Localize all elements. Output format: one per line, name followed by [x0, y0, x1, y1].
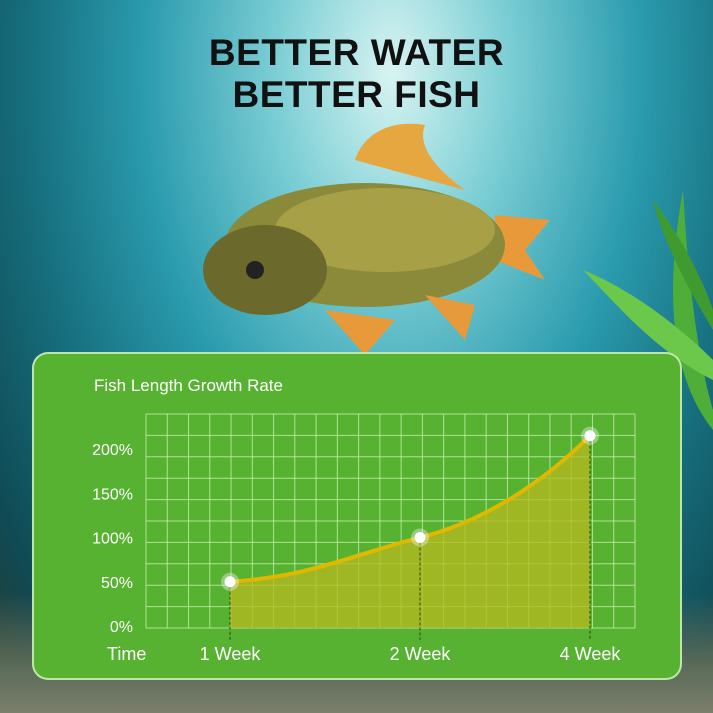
headline: BETTER WATER BETTER FISH — [0, 32, 713, 116]
aquatic-plant-image — [583, 190, 713, 430]
chart-title: Fish Length Growth Rate — [94, 376, 283, 395]
y-tick-label: 50% — [101, 575, 133, 592]
y-axis-ticks: 0% 50% 100% 150% 200% — [92, 442, 133, 636]
y-tick-label: 200% — [92, 442, 133, 459]
headline-line-1: BETTER WATER — [208, 32, 505, 73]
y-tick-label: 0% — [110, 619, 133, 636]
x-tick-label: 4 Week — [560, 644, 622, 664]
x-axis-ticks: 1 Week 2 Week 4 Week — [200, 435, 622, 664]
x-tick-label: 1 Week — [200, 644, 262, 664]
data-point — [224, 576, 236, 588]
x-tick-label: 2 Week — [390, 644, 452, 664]
headline-line-2: BETTER FISH — [232, 74, 481, 115]
data-point — [414, 532, 426, 543]
data-points — [221, 426, 599, 591]
x-axis-label: Time — [107, 644, 146, 664]
area-fill — [230, 435, 590, 628]
carp-fish-image — [203, 123, 550, 355]
y-tick-label: 150% — [92, 486, 133, 503]
chart-area — [229, 434, 592, 628]
data-point — [584, 430, 596, 442]
y-tick-label: 100% — [92, 531, 133, 548]
